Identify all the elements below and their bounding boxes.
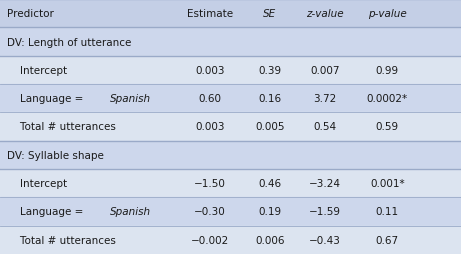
Bar — [0, 113, 461, 141]
Text: Spanish: Spanish — [110, 207, 151, 217]
Text: Language =: Language = — [7, 207, 87, 217]
Bar — [0, 141, 461, 169]
Text: 0.005: 0.005 — [255, 122, 284, 132]
Text: 0.003: 0.003 — [195, 122, 225, 132]
Text: 0.67: 0.67 — [376, 235, 399, 245]
Text: Predictor: Predictor — [7, 9, 54, 19]
Text: 0.59: 0.59 — [376, 122, 399, 132]
Text: DV: Length of utterance: DV: Length of utterance — [7, 37, 131, 47]
Text: Spanish: Spanish — [110, 94, 151, 104]
Text: −3.24: −3.24 — [309, 179, 341, 188]
Text: −0.002: −0.002 — [191, 235, 229, 245]
Text: 0.001*: 0.001* — [370, 179, 405, 188]
Text: 0.39: 0.39 — [258, 66, 281, 75]
Text: 0.54: 0.54 — [313, 122, 337, 132]
Text: 0.60: 0.60 — [198, 94, 221, 104]
Text: Intercept: Intercept — [7, 179, 67, 188]
Bar — [0, 0, 461, 28]
Bar — [0, 85, 461, 113]
Text: Estimate: Estimate — [187, 9, 233, 19]
Text: −1.50: −1.50 — [194, 179, 226, 188]
Bar — [0, 198, 461, 226]
Text: Intercept: Intercept — [7, 66, 67, 75]
Text: −0.30: −0.30 — [194, 207, 225, 217]
Text: Total # utterances: Total # utterances — [7, 235, 116, 245]
Text: Total # utterances: Total # utterances — [7, 122, 116, 132]
Text: 0.16: 0.16 — [258, 94, 281, 104]
Text: 0.46: 0.46 — [258, 179, 281, 188]
Bar — [0, 28, 461, 56]
Bar — [0, 169, 461, 198]
Text: DV: Syllable shape: DV: Syllable shape — [7, 150, 104, 160]
Text: 0.99: 0.99 — [376, 66, 399, 75]
Text: 0.007: 0.007 — [310, 66, 340, 75]
Text: p-value: p-value — [368, 9, 407, 19]
Text: z-value: z-value — [306, 9, 344, 19]
Text: 3.72: 3.72 — [313, 94, 337, 104]
Text: 0.006: 0.006 — [255, 235, 284, 245]
Text: 0.11: 0.11 — [376, 207, 399, 217]
Text: 0.0002*: 0.0002* — [366, 94, 408, 104]
Text: −0.43: −0.43 — [309, 235, 341, 245]
Text: Language =: Language = — [7, 94, 87, 104]
Bar — [0, 56, 461, 85]
Text: −1.59: −1.59 — [309, 207, 341, 217]
Text: 0.19: 0.19 — [258, 207, 281, 217]
Text: SE: SE — [263, 9, 276, 19]
Text: 0.003: 0.003 — [195, 66, 225, 75]
Bar — [0, 226, 461, 254]
